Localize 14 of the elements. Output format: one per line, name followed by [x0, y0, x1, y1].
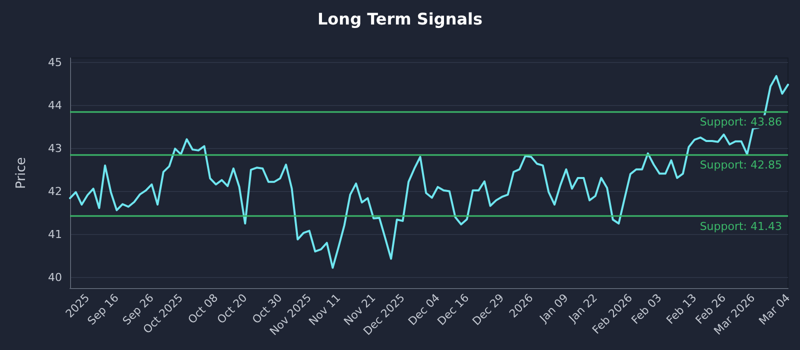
y-axis-title: Price: [14, 157, 29, 189]
ref-line-label: Support: 42.85: [700, 158, 782, 172]
y-tick-label: 42: [48, 184, 62, 198]
x-tick-label: Mar 04: [756, 291, 793, 328]
line-series: [69, 75, 789, 269]
chart-title: Long Term Signals: [317, 10, 483, 28]
y-tick-label: 44: [48, 98, 62, 112]
y-tick-label: 45: [48, 56, 62, 69]
ref-line-label: Support: 41.43: [700, 220, 782, 233]
x-tick-label: Dec 29: [470, 291, 507, 328]
y-tick-label: 40: [48, 270, 62, 284]
ref-line-label: Support: 43.86: [700, 115, 782, 128]
y-tick-label: 43: [48, 142, 62, 155]
y-tick-label: 41: [48, 228, 62, 241]
